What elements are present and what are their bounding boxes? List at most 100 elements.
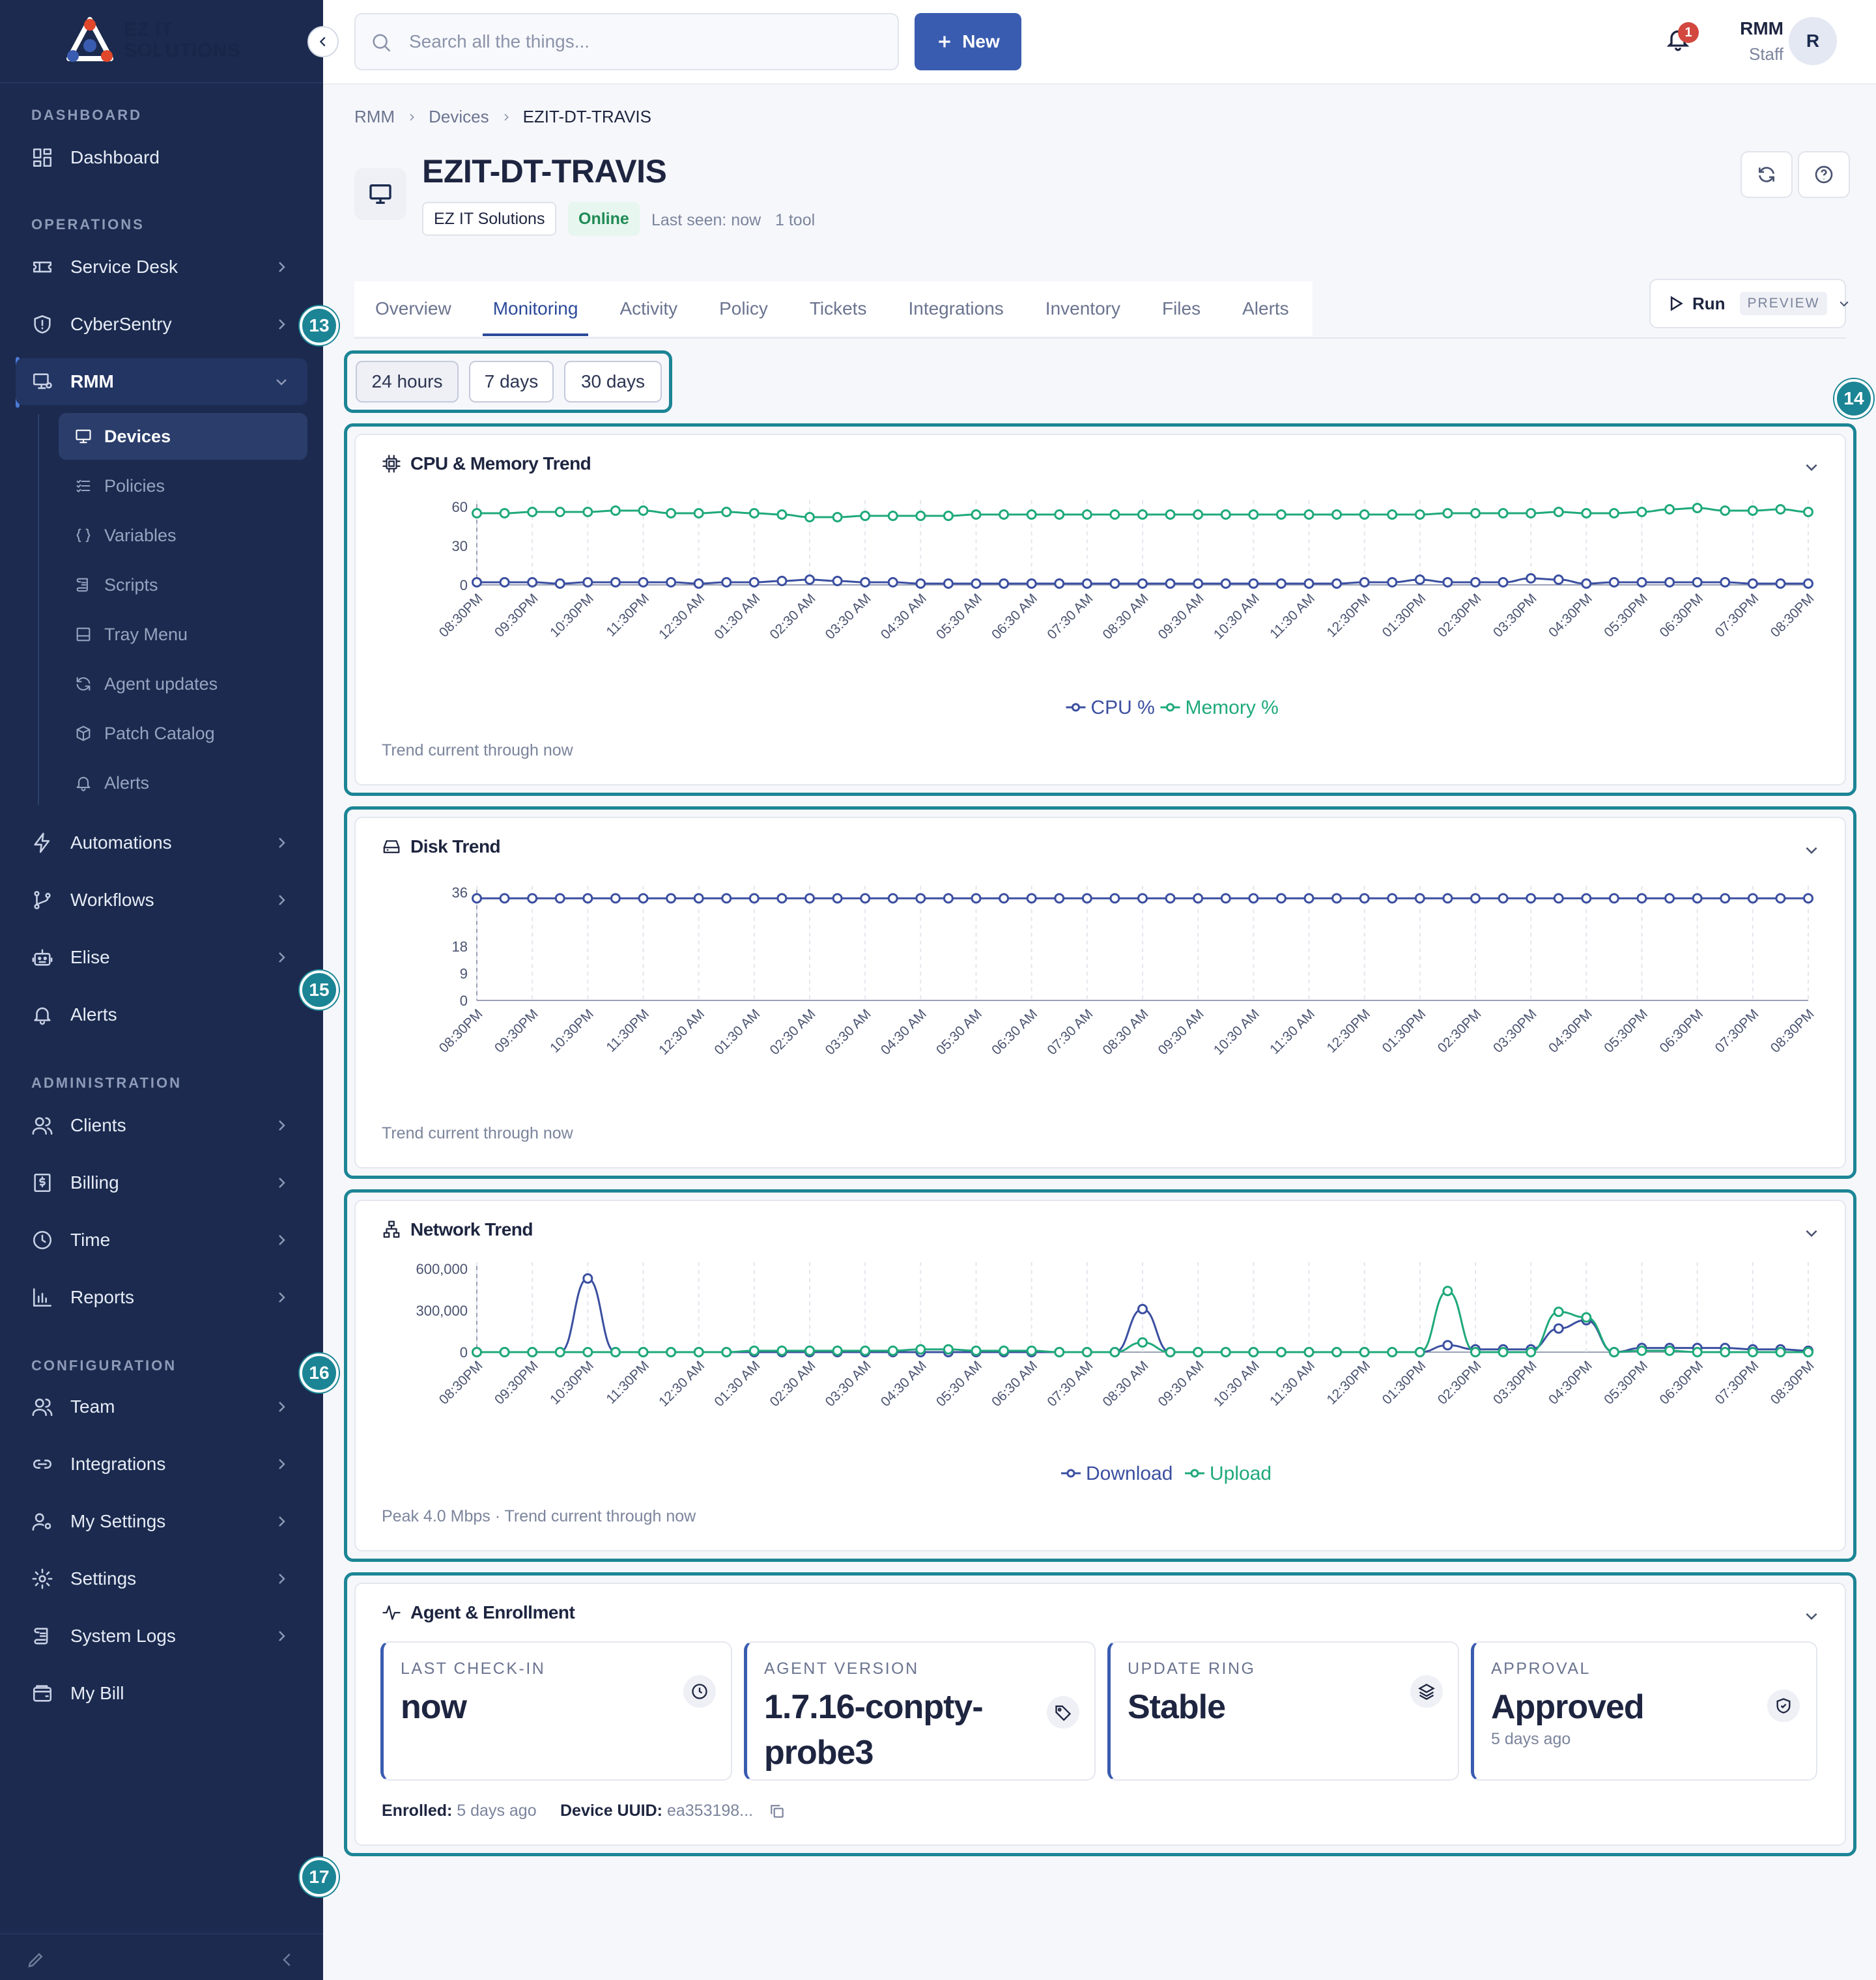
legend-label[interactable]: CPU %: [1091, 697, 1155, 718]
tab-files[interactable]: Files: [1161, 298, 1201, 318]
data-point[interactable]: [1747, 578, 1758, 589]
data-point[interactable]: [666, 1347, 677, 1357]
data-point[interactable]: [1442, 508, 1453, 518]
data-point[interactable]: [860, 577, 871, 587]
data-point[interactable]: [1692, 893, 1703, 904]
data-point[interactable]: [1054, 578, 1065, 589]
data-point[interactable]: [693, 508, 704, 518]
data-point[interactable]: [1414, 509, 1425, 520]
data-point[interactable]: [887, 1345, 898, 1356]
data-point[interactable]: [721, 893, 732, 904]
data-point[interactable]: [1470, 577, 1481, 587]
data-point[interactable]: [1081, 509, 1092, 520]
data-point[interactable]: [1303, 893, 1315, 904]
data-point[interactable]: [1331, 509, 1343, 520]
data-point[interactable]: [1775, 1347, 1786, 1357]
data-point[interactable]: [1498, 508, 1509, 518]
data-point[interactable]: [1137, 1337, 1148, 1348]
data-point[interactable]: [748, 577, 760, 587]
data-point[interactable]: [1193, 578, 1204, 589]
sidebar-item-clients[interactable]: Clients: [16, 1102, 307, 1149]
data-point[interactable]: [527, 577, 538, 587]
data-point[interactable]: [1581, 1312, 1592, 1323]
data-point[interactable]: [1692, 577, 1703, 587]
data-point[interactable]: [1026, 509, 1037, 520]
tab-inventory[interactable]: Inventory: [1045, 298, 1120, 318]
data-point[interactable]: [1387, 509, 1398, 520]
data-point[interactable]: [499, 508, 510, 518]
data-point[interactable]: [971, 893, 982, 904]
tab-overview[interactable]: Overview: [375, 298, 451, 318]
data-point[interactable]: [499, 893, 510, 904]
run-button[interactable]: Run PREVIEW: [1649, 279, 1849, 328]
data-point[interactable]: [1498, 577, 1509, 587]
data-point[interactable]: [1026, 893, 1037, 904]
data-point[interactable]: [499, 1347, 510, 1357]
data-point[interactable]: [1720, 893, 1731, 904]
data-point[interactable]: [1747, 893, 1758, 904]
data-point[interactable]: [582, 577, 593, 587]
data-point[interactable]: [1442, 1286, 1453, 1297]
data-point[interactable]: [1581, 508, 1592, 518]
data-point[interactable]: [666, 893, 677, 904]
sidebar-subitem-scripts[interactable]: Scripts: [59, 561, 307, 608]
data-point[interactable]: [1581, 578, 1592, 589]
data-point[interactable]: [860, 893, 871, 904]
data-point[interactable]: [1553, 1323, 1564, 1334]
data-point[interactable]: [1275, 578, 1286, 589]
data-point[interactable]: [1275, 893, 1286, 904]
data-point[interactable]: [1331, 578, 1343, 589]
sidebar-item-billing[interactable]: Billing: [16, 1159, 307, 1206]
data-point[interactable]: [915, 578, 926, 589]
range-30-days[interactable]: 30 days: [564, 361, 662, 403]
data-point[interactable]: [1248, 578, 1259, 589]
data-point[interactable]: [1303, 578, 1315, 589]
data-point[interactable]: [1608, 508, 1619, 518]
breadcrumb-rmm[interactable]: RMM: [354, 107, 395, 126]
data-point[interactable]: [1081, 578, 1092, 589]
data-point[interactable]: [1692, 503, 1703, 513]
data-point[interactable]: [666, 577, 677, 587]
chevron-down-icon[interactable]: [1827, 297, 1851, 310]
data-point[interactable]: [1775, 578, 1786, 589]
legend-label[interactable]: Download: [1086, 1463, 1172, 1484]
sidebar-item-service-desk[interactable]: Service Desk: [16, 244, 307, 290]
sidebar-item-integrations[interactable]: Integrations: [16, 1441, 307, 1488]
data-point[interactable]: [1220, 1347, 1231, 1357]
data-point[interactable]: [804, 574, 815, 585]
data-point[interactable]: [610, 893, 621, 904]
data-point[interactable]: [1414, 574, 1425, 585]
data-point[interactable]: [1165, 893, 1176, 904]
data-point[interactable]: [971, 1345, 982, 1356]
tab-policy[interactable]: Policy: [719, 298, 768, 318]
data-point[interactable]: [971, 578, 982, 589]
range-7-days[interactable]: 7 days: [469, 361, 554, 403]
data-point[interactable]: [721, 1347, 732, 1357]
data-point[interactable]: [1387, 577, 1398, 587]
data-point[interactable]: [1803, 507, 1813, 517]
data-point[interactable]: [1275, 509, 1286, 520]
sidebar-subitem-devices[interactable]: Devices: [59, 413, 307, 460]
data-point[interactable]: [1220, 893, 1231, 904]
tab-activity[interactable]: Activity: [619, 298, 678, 318]
legend-label[interactable]: Memory %: [1186, 697, 1279, 718]
data-point[interactable]: [1109, 509, 1120, 520]
data-point[interactable]: [1442, 577, 1453, 587]
data-point[interactable]: [832, 893, 843, 904]
data-point[interactable]: [1248, 509, 1259, 520]
data-point[interactable]: [915, 893, 926, 904]
data-point[interactable]: [1498, 1347, 1509, 1357]
sidebar-item-rmm[interactable]: RMM: [16, 358, 307, 405]
client-badge[interactable]: EZ IT Solutions: [422, 202, 557, 236]
sidebar-subitem-tray-menu[interactable]: Tray Menu: [59, 611, 307, 658]
data-point[interactable]: [1137, 893, 1148, 904]
data-point[interactable]: [1442, 1340, 1453, 1351]
data-point[interactable]: [1636, 893, 1647, 904]
data-point[interactable]: [527, 1347, 538, 1357]
data-point[interactable]: [1248, 1347, 1259, 1357]
data-point[interactable]: [915, 1344, 926, 1355]
sidebar-subitem-alerts[interactable]: Alerts: [59, 759, 307, 806]
user-name[interactable]: RMM: [1740, 18, 1784, 38]
tab-monitoring[interactable]: Monitoring: [482, 281, 589, 336]
data-point[interactable]: [527, 507, 538, 517]
